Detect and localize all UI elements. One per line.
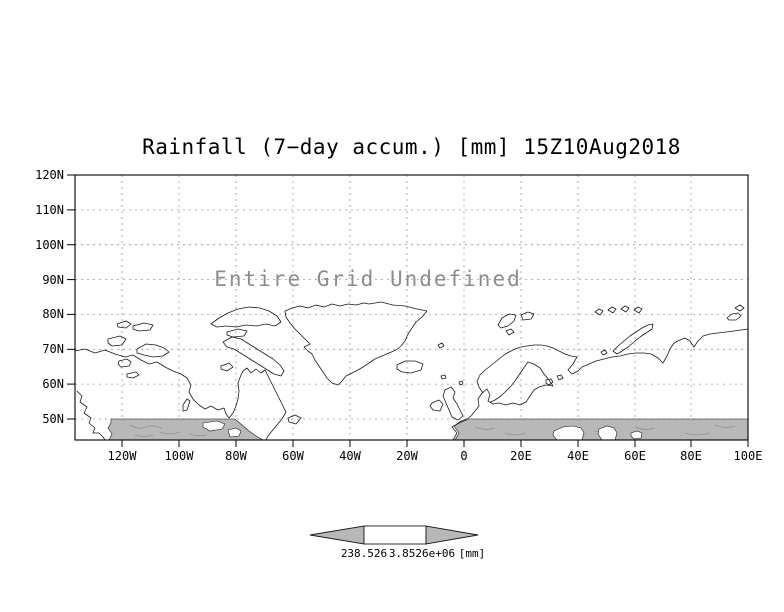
x-tick-label: 80W bbox=[225, 449, 247, 463]
colorbar-right-arrow bbox=[425, 525, 479, 545]
colorbar-min-label: 238.526 bbox=[340, 547, 388, 560]
aral-sea bbox=[630, 430, 643, 440]
caspian-sea bbox=[597, 425, 618, 441]
gray-shading-band bbox=[107, 418, 749, 441]
coastline-pacific bbox=[76, 390, 106, 441]
y-tick-label: 70N bbox=[42, 342, 64, 357]
colorbar-max-label: 3.8526e+06 bbox=[388, 547, 456, 560]
islands-severnaya-zemlya bbox=[726, 304, 745, 321]
coastline-norway-russia bbox=[476, 328, 749, 394]
y-tick-label: 60N bbox=[42, 377, 64, 392]
x-tick-label: 0 bbox=[460, 449, 468, 463]
islands-svalbard bbox=[497, 311, 535, 336]
colorbar-units-label: [mm] bbox=[458, 547, 486, 560]
axis-ticks bbox=[67, 174, 749, 447]
island-ellesmere bbox=[210, 306, 282, 328]
lake-great-slave bbox=[126, 371, 140, 379]
x-tick-label: 60W bbox=[282, 449, 304, 463]
island-ireland bbox=[429, 399, 444, 412]
lake-superior bbox=[202, 420, 226, 432]
island-novaya-zemlya bbox=[612, 323, 654, 355]
x-tick-label: 60E bbox=[624, 449, 646, 463]
y-tick-label: 120N bbox=[35, 168, 64, 182]
lake-great-bear bbox=[117, 358, 132, 368]
island-newfoundland bbox=[287, 414, 302, 425]
lake-onega bbox=[556, 374, 564, 381]
island-shetland bbox=[458, 380, 464, 386]
x-tick-label: 100W bbox=[164, 449, 194, 463]
coastline-europe-baltic bbox=[451, 361, 554, 441]
island-southampton bbox=[220, 362, 234, 372]
x-tick-label: 40W bbox=[339, 449, 361, 463]
plot-frame bbox=[74, 174, 749, 441]
x-tick-label: 120W bbox=[107, 449, 137, 463]
island-melville bbox=[132, 322, 154, 332]
lakes-and-seas bbox=[202, 420, 643, 441]
colorbar-middle-segment bbox=[363, 525, 427, 545]
undefined-grid-message: Entire Grid Undefined bbox=[214, 267, 522, 291]
lake-winnipeg bbox=[182, 398, 191, 412]
colorbar bbox=[309, 525, 479, 545]
coastlines bbox=[74, 301, 749, 441]
island-iceland bbox=[396, 360, 424, 374]
x-tick-label: 100E bbox=[733, 449, 763, 463]
x-tick-label: 20W bbox=[396, 449, 418, 463]
colorbar-left-arrow bbox=[309, 525, 365, 545]
island-devon bbox=[226, 328, 248, 338]
coastline-north-america bbox=[74, 348, 287, 441]
coastline-greenland bbox=[284, 301, 428, 386]
island-banks bbox=[107, 335, 127, 347]
gray-shading-north-america bbox=[107, 418, 265, 441]
plot-title: Rainfall (7−day accum.) [mm] 15Z10Aug201… bbox=[142, 135, 681, 159]
island-faroe bbox=[440, 374, 447, 380]
y-tick-label: 110N bbox=[35, 202, 64, 217]
x-tick-label: 20E bbox=[510, 449, 532, 463]
map-layer bbox=[74, 301, 749, 441]
island-kolguev bbox=[600, 349, 608, 356]
island-great-britain bbox=[442, 386, 464, 421]
x-tick-label: 80E bbox=[680, 449, 702, 463]
x-tick-label: 40E bbox=[567, 449, 589, 463]
lake-ladoga bbox=[545, 378, 554, 386]
islands-franz-josef bbox=[594, 305, 643, 316]
y-tick-label: 100N bbox=[35, 237, 64, 252]
island-victoria bbox=[136, 343, 170, 358]
island-prince-patrick bbox=[116, 320, 132, 329]
y-tick-label: 50N bbox=[42, 412, 64, 426]
black-sea bbox=[552, 425, 585, 441]
y-tick-label: 80N bbox=[42, 307, 64, 322]
y-tick-label: 90N bbox=[42, 272, 64, 287]
island-jan-mayen bbox=[437, 342, 445, 349]
island-baffin bbox=[222, 336, 285, 377]
lake-huron bbox=[227, 427, 242, 438]
